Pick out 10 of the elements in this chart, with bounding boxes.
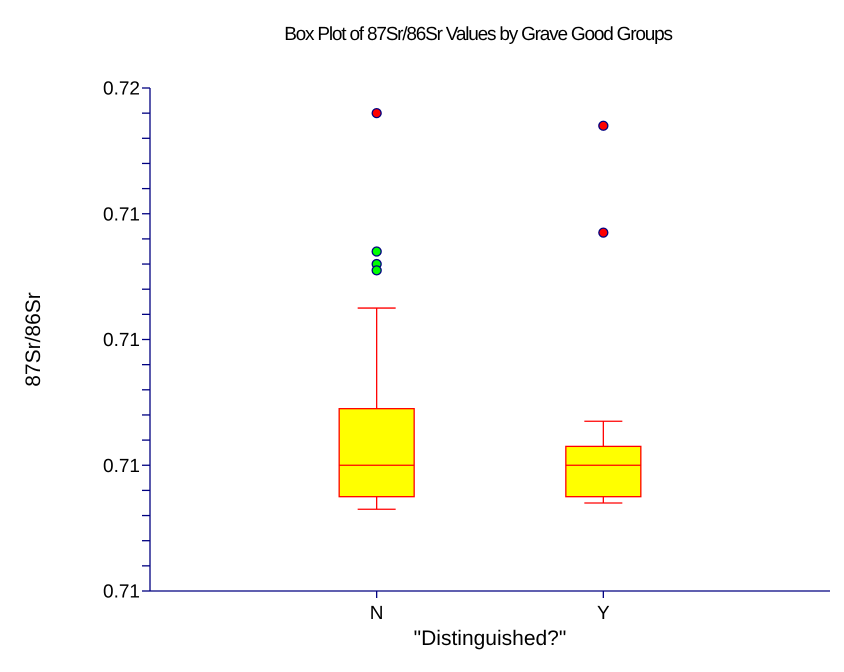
y-tick-label: 0.71 — [103, 582, 140, 603]
y-tick-label: 0.71 — [103, 204, 140, 226]
x-tick-label: Y — [596, 603, 610, 624]
y-tick-label: 0.71 — [103, 330, 140, 352]
x-axis-title: "Distinguished?" — [414, 627, 566, 650]
x-tick-label: N — [370, 603, 384, 624]
chart-title: Box Plot of 87Sr/86Sr Values by Grave Good Groups — [284, 24, 672, 45]
y-tick-label: 0.71 — [103, 456, 140, 477]
y-tick-label: 0.72 — [103, 78, 140, 100]
y-axis-title: 87Sr/86Sr — [22, 292, 45, 387]
